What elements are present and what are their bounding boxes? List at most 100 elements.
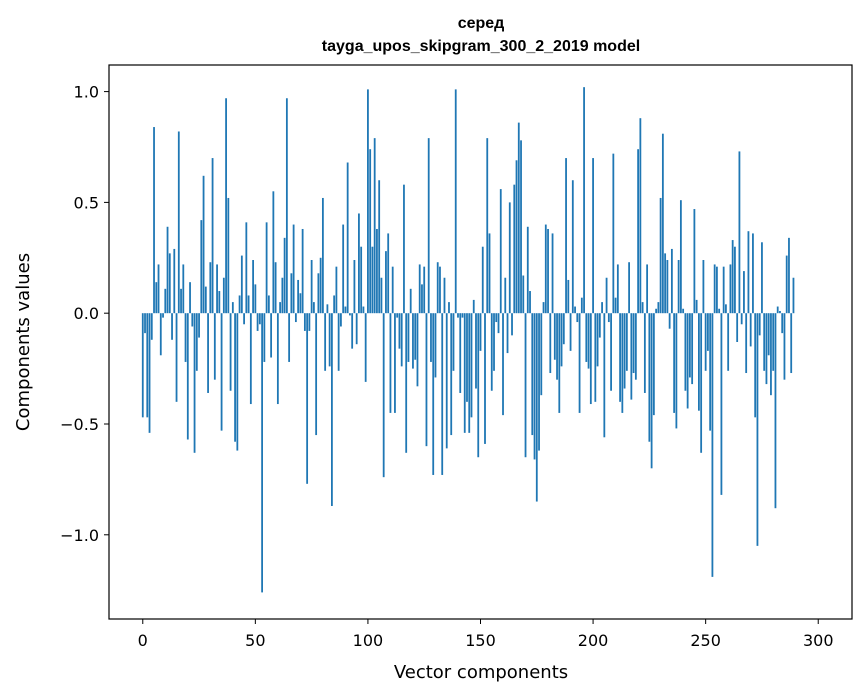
bar-227: [652, 313, 655, 416]
bar-49: [252, 260, 254, 314]
bar-75: [310, 260, 313, 314]
bar-76: [312, 302, 315, 314]
bar-231: [661, 133, 664, 314]
bar-216: [628, 262, 630, 314]
bar-173: [531, 313, 534, 436]
bar-236: [673, 313, 676, 413]
bar-74: [308, 313, 311, 331]
x-axis-label: Vector components: [394, 662, 568, 683]
bar-28: [204, 286, 207, 314]
bar-234: [668, 313, 671, 329]
bar-121: [414, 313, 417, 360]
bar-23: [193, 313, 196, 453]
bar-190: [569, 313, 572, 351]
bar-141: [459, 313, 462, 393]
bar-249: [702, 260, 705, 314]
y-tick-label: 0.5: [74, 193, 99, 212]
y-axis-ticks: 1.0 0.5 0.0 −0.5 −1.0: [60, 83, 109, 545]
bar-221: [639, 118, 642, 314]
x-tick-label: 200: [578, 631, 609, 650]
bar-20: [186, 313, 189, 440]
bar-6: [155, 282, 158, 314]
bar-39: [229, 313, 232, 391]
bar-55: [265, 222, 268, 314]
bar-162: [506, 313, 509, 354]
bar-series: [141, 87, 795, 593]
bar-233: [666, 260, 669, 314]
bar-193: [576, 313, 579, 323]
bar-77: [315, 313, 318, 436]
bar-129: [432, 313, 435, 475]
bar-270: [749, 313, 752, 347]
bar-265: [738, 151, 741, 314]
bar-283: [779, 310, 781, 314]
bar-64: [285, 98, 288, 314]
bar-56: [267, 295, 270, 314]
bar-96: [358, 213, 360, 314]
bar-273: [756, 313, 759, 546]
bar-85: [333, 295, 336, 314]
bar-196: [583, 87, 585, 314]
bar-178: [542, 302, 545, 314]
bar-135: [445, 313, 448, 449]
bar-66: [290, 273, 293, 314]
bar-125: [423, 266, 426, 314]
bar-3: [148, 313, 151, 433]
bar-94: [353, 260, 356, 314]
bar-136: [448, 302, 450, 314]
bar-149: [477, 313, 480, 458]
bar-92: [349, 313, 351, 316]
bar-158: [497, 313, 500, 334]
bar-235: [670, 248, 673, 314]
bar-165: [513, 184, 516, 314]
bar-91: [346, 162, 349, 314]
bar-108: [385, 251, 387, 314]
bar-69: [297, 279, 300, 314]
y-tick-label: 1.0: [74, 83, 99, 102]
bar-250: [704, 313, 707, 371]
x-tick-label: 150: [465, 631, 496, 650]
bar-127: [427, 138, 430, 314]
bar-264: [736, 313, 739, 342]
bar-24: [195, 313, 198, 371]
bar-262: [731, 240, 734, 314]
bar-182: [551, 233, 554, 314]
bar-274: [758, 313, 761, 336]
bar-17: [180, 288, 182, 314]
bar-73: [306, 313, 309, 484]
bar-206: [605, 277, 608, 314]
bar-79: [319, 257, 322, 314]
bar-98: [362, 306, 365, 314]
bar-126: [425, 313, 428, 447]
bar-117: [405, 313, 408, 453]
bar-199: [589, 313, 592, 405]
bar-147: [472, 299, 475, 314]
bar-118: [407, 313, 410, 362]
bar-30: [209, 262, 212, 314]
bar-155: [490, 313, 493, 391]
bar-172: [529, 291, 531, 314]
bar-7: [157, 264, 160, 314]
bar-10: [164, 288, 167, 314]
x-tick-label: 50: [245, 631, 265, 650]
bar-103: [373, 138, 376, 314]
bar-209: [612, 153, 615, 314]
bar-261: [729, 264, 732, 314]
bar-168: [520, 140, 522, 314]
bar-204: [601, 302, 603, 314]
bar-287: [788, 237, 790, 314]
bar-43: [238, 295, 241, 314]
bar-279: [770, 313, 772, 396]
bar-179: [544, 224, 547, 314]
bar-150: [479, 313, 482, 351]
bar-116: [403, 184, 405, 314]
bar-188: [565, 158, 567, 314]
bar-174: [533, 313, 536, 460]
bar-184: [556, 313, 558, 380]
bar-269: [747, 231, 750, 314]
bar-160: [502, 313, 504, 416]
bar-220: [637, 149, 640, 314]
bar-161: [504, 277, 507, 314]
bar-52: [258, 313, 261, 325]
